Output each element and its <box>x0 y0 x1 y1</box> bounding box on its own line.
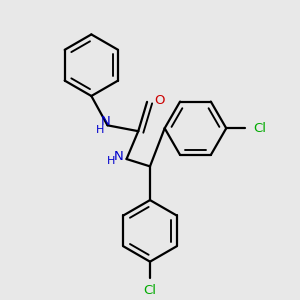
Text: Cl: Cl <box>254 122 266 135</box>
Text: H: H <box>96 125 104 135</box>
Text: O: O <box>154 94 165 107</box>
Text: Cl: Cl <box>143 284 157 297</box>
Text: N: N <box>101 115 111 128</box>
Text: N: N <box>113 150 123 163</box>
Text: H: H <box>107 156 116 167</box>
